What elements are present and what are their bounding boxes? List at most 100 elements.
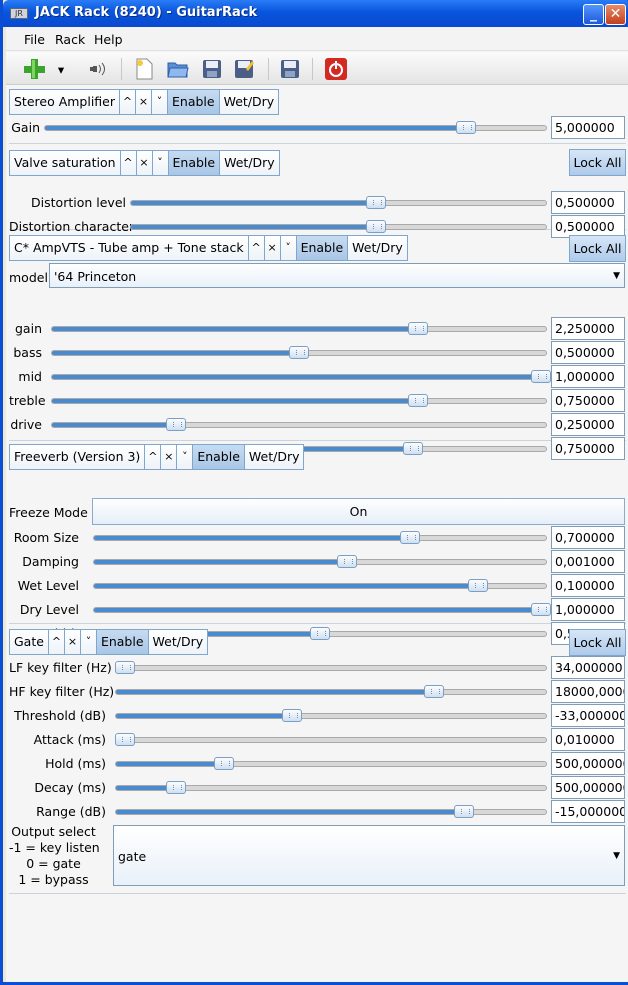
save-as-icon[interactable] xyxy=(232,57,256,81)
control-slider[interactable] xyxy=(114,733,547,746)
lock-all-button[interactable]: Lock All xyxy=(569,235,626,262)
remove-button[interactable]: × xyxy=(65,630,81,654)
value-field[interactable]: 0,250000 xyxy=(551,413,625,436)
value-field[interactable]: 2,250000 xyxy=(551,317,625,340)
value-field[interactable]: 34,000000 xyxy=(551,656,625,679)
slider-handle[interactable] xyxy=(337,555,358,568)
control-slider[interactable] xyxy=(115,805,547,818)
save-icon[interactable] xyxy=(200,57,224,81)
open-folder-icon[interactable] xyxy=(166,57,190,81)
slider-handle[interactable] xyxy=(365,220,386,233)
enable-toggle[interactable]: Enable xyxy=(296,236,349,260)
save-settings-icon[interactable] xyxy=(278,57,302,81)
remove-button[interactable]: × xyxy=(161,445,178,469)
control-slider[interactable] xyxy=(51,322,547,335)
control-slider[interactable] xyxy=(115,781,547,794)
value-field[interactable]: 0,100000 xyxy=(551,574,625,597)
value-field[interactable]: 1,000000 xyxy=(551,598,625,621)
enable-toggle[interactable]: Enable xyxy=(193,445,245,469)
control-slider[interactable] xyxy=(115,709,547,722)
power-icon[interactable] xyxy=(324,57,348,81)
slider-handle[interactable] xyxy=(114,733,135,746)
dropdown-arrow-icon[interactable]: ▾ xyxy=(57,61,65,77)
slider-handle[interactable] xyxy=(424,685,445,698)
value-field[interactable]: 0,500000 xyxy=(551,191,625,214)
value-field[interactable]: 5,000000 xyxy=(551,116,625,139)
minimize-button[interactable]: _ xyxy=(583,4,604,25)
control-slider[interactable] xyxy=(115,685,547,698)
control-slider[interactable] xyxy=(51,370,552,383)
value-field[interactable]: 0,750000 xyxy=(551,389,625,412)
slider-handle[interactable] xyxy=(407,394,428,407)
control-slider[interactable] xyxy=(93,531,547,544)
value-field[interactable]: 0,750000 xyxy=(551,437,625,460)
enable-toggle[interactable]: Enable xyxy=(168,90,220,114)
slider-handle[interactable] xyxy=(165,418,186,431)
add-plugin-icon[interactable] xyxy=(22,57,46,81)
control-slider[interactable] xyxy=(130,196,547,209)
move-up-button[interactable]: ^ xyxy=(249,236,265,260)
slider-handle[interactable] xyxy=(531,370,552,383)
wetdry-toggle[interactable]: Wet/Dry xyxy=(223,94,275,109)
enable-toggle[interactable]: Enable xyxy=(168,151,221,175)
move-down-button[interactable]: ˅ xyxy=(81,630,97,654)
slider-handle[interactable] xyxy=(531,603,552,616)
slider-handle[interactable] xyxy=(166,781,187,794)
control-slider[interactable] xyxy=(115,757,547,770)
slider-handle[interactable] xyxy=(282,709,303,722)
slider-handle[interactable] xyxy=(365,196,386,209)
control-slider[interactable] xyxy=(93,555,547,568)
value-field[interactable]: -15,000000 xyxy=(551,800,625,823)
control-slider[interactable] xyxy=(93,603,552,616)
value-field[interactable]: 0,700000 xyxy=(551,526,625,549)
remove-button[interactable]: × xyxy=(137,151,153,175)
slider-handle[interactable] xyxy=(114,661,135,674)
move-down-button[interactable]: ˅ xyxy=(177,445,194,469)
wetdry-toggle[interactable]: Wet/Dry xyxy=(152,634,204,649)
value-field[interactable]: 18000,000000 xyxy=(551,680,625,703)
new-file-icon[interactable] xyxy=(132,57,156,81)
value-field[interactable]: 0,010000 xyxy=(551,728,625,751)
menu-help[interactable]: Help xyxy=(94,32,123,47)
wetdry-toggle[interactable]: Wet/Dry xyxy=(224,155,275,170)
menu-file[interactable]: File xyxy=(24,32,45,47)
value-field[interactable]: 500,000000 xyxy=(551,776,625,799)
value-field[interactable]: 0,500000 xyxy=(551,215,625,238)
move-up-button[interactable]: ^ xyxy=(145,445,162,469)
output-select[interactable]: gate ▼ xyxy=(113,825,625,886)
control-slider[interactable] xyxy=(130,220,547,233)
lock-all-button[interactable]: Lock All xyxy=(569,629,626,656)
wetdry-toggle[interactable]: Wet/Dry xyxy=(352,240,403,255)
remove-button[interactable]: × xyxy=(136,90,153,114)
lock-all-button[interactable]: Lock All xyxy=(569,149,626,176)
slider-handle[interactable] xyxy=(468,579,489,592)
move-up-button[interactable]: ^ xyxy=(120,90,137,114)
value-field[interactable]: 0,500000 xyxy=(551,341,625,364)
slider-handle[interactable] xyxy=(402,442,423,455)
move-down-button[interactable]: ˅ xyxy=(281,236,297,260)
slider-handle[interactable] xyxy=(454,805,475,818)
title-bar[interactable]: JR JACK Rack (8240) - GuitarRack _ ✕ xyxy=(3,0,628,27)
value-field[interactable]: 500,000000 xyxy=(551,752,625,775)
control-slider[interactable] xyxy=(114,661,547,674)
control-slider[interactable] xyxy=(93,579,547,592)
slider-handle[interactable] xyxy=(289,346,309,359)
speaker-icon[interactable] xyxy=(86,57,110,81)
slider-handle[interactable] xyxy=(407,322,428,335)
value-field[interactable]: 0,001000 xyxy=(551,550,625,573)
slider-handle[interactable] xyxy=(400,531,421,544)
model-select[interactable]: '64 Princeton ▼ xyxy=(49,263,625,288)
control-slider[interactable] xyxy=(51,394,547,407)
value-field[interactable]: -33,000000 xyxy=(551,704,625,727)
move-up-button[interactable]: ^ xyxy=(121,151,137,175)
enable-toggle[interactable]: Enable xyxy=(96,630,149,654)
menu-rack[interactable]: Rack xyxy=(55,32,86,47)
control-slider[interactable] xyxy=(51,346,547,359)
move-up-button[interactable]: ^ xyxy=(49,630,65,654)
move-down-button[interactable]: ˅ xyxy=(152,90,169,114)
close-button[interactable]: ✕ xyxy=(605,4,626,25)
wetdry-toggle[interactable]: Wet/Dry xyxy=(248,449,300,464)
control-slider[interactable] xyxy=(44,121,547,134)
control-slider[interactable] xyxy=(51,418,547,431)
slider-handle[interactable] xyxy=(455,121,476,134)
